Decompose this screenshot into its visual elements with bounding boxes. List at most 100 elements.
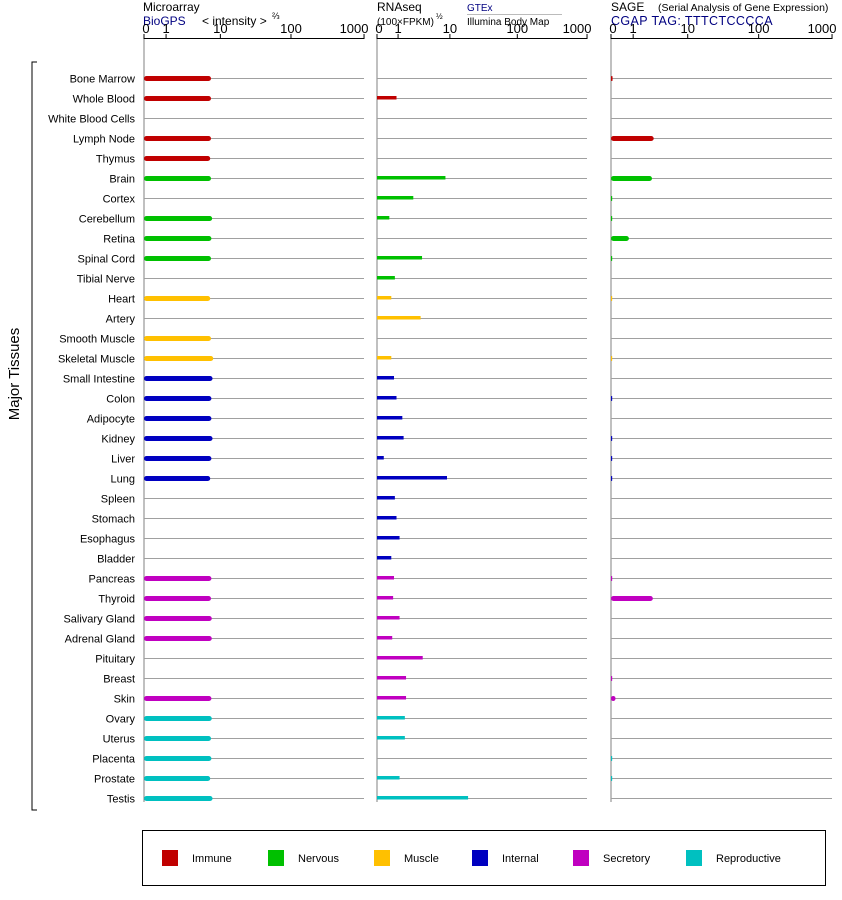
sage-tick-label-100: 100 [748, 21, 770, 36]
microarray-bar-cerebellum [144, 216, 213, 221]
rnaseq-bar-skeletal-muscle [377, 356, 392, 360]
microarray-bar-whole-blood [144, 96, 212, 101]
tissue-label-stomach: Stomach [92, 514, 135, 526]
microarray-bar-bone-marrow [144, 76, 212, 81]
rnaseq-bar-adipocyte [377, 416, 403, 420]
panels-layer: 0 1 10 100 1000 0 1 10 100 1000 0 1 10 100 1000 [142, 21, 836, 802]
rnaseq-bar-skin [377, 696, 407, 700]
microarray-bar-thymus [144, 156, 211, 161]
microarray-bar-small-intestine [144, 376, 213, 381]
microarray-bar-brain [144, 176, 212, 181]
rnaseq-bar-cerebellum [377, 216, 390, 220]
legend: Immune Nervous Muscle Internal Secretory Repr… [162, 850, 781, 866]
legend-label-muscle: Muscle [404, 853, 439, 865]
microarray-source-link[interactable]: BioGPS [143, 14, 186, 28]
tissue-label-bone-marrow: Bone Marrow [70, 74, 135, 86]
microarray-bar-heart [144, 296, 211, 301]
microarray-bar-prostate [144, 776, 211, 781]
legend-label-immune: Immune [192, 853, 232, 865]
rnaseq-bar-whole-blood [377, 96, 397, 100]
rnaseq-bar-tibial-nerve [377, 276, 395, 280]
tissue-label-salivary-gland: Salivary Gland [63, 614, 135, 626]
rnaseq-bar-salivary-gland [377, 616, 400, 620]
tissue-label-skin: Skin [114, 694, 135, 706]
sage-panel: 0 1 10 100 1000 [609, 21, 836, 802]
rnaseq-header: RNAseq (100×FPKM) ½ GTEx Illumina Body M… [377, 0, 562, 28]
rnaseq-unit-exponent: ½ [436, 12, 443, 21]
rnaseq-tick-label-100: 100 [506, 21, 528, 36]
microarray-unit-exponent: ⅔ [272, 11, 280, 21]
sage-bar-kidney [611, 436, 613, 441]
rnaseq-source-gtex-link[interactable]: GTEx [467, 3, 493, 14]
rnaseq-bar-pituitary [377, 656, 423, 660]
rnaseq-bar-artery [377, 316, 421, 320]
tissue-label-white-blood-cells: White Blood Cells [48, 114, 135, 126]
legend-item-reproductive: Reproductive [686, 850, 781, 866]
y-axis-bracket [31, 61, 37, 811]
legend-label-reproductive: Reproductive [716, 853, 781, 865]
tissue-label-skeletal-muscle: Skeletal Muscle [58, 354, 135, 366]
tissue-label-artery: Artery [106, 314, 136, 326]
tissue-label-liver: Liver [111, 454, 135, 466]
microarray-tick-label-10: 10 [213, 21, 227, 36]
sage-header: SAGE (Serial Analysis of Gene Expression… [611, 0, 828, 28]
sage-bar-thyroid [611, 596, 653, 601]
tissue-label-pancreas: Pancreas [89, 574, 136, 586]
sage-tick-label-0: 0 [609, 21, 616, 36]
tissue-label-whole-blood: Whole Blood [73, 94, 135, 106]
tissue-label-lung: Lung [111, 474, 135, 486]
microarray-tick-label-100: 100 [280, 21, 302, 36]
legend-item-immune: Immune [162, 850, 232, 866]
rnaseq-bar-prostate [377, 776, 400, 780]
rnaseq-bar-cortex [377, 196, 414, 200]
microarray-bar-skeletal-muscle [144, 356, 214, 361]
tissue-label-bladder: Bladder [97, 554, 135, 566]
sage-bar-brain [611, 176, 652, 181]
tissue-label-breast: Breast [103, 674, 135, 686]
y-axis-label: Major Tissues [6, 328, 23, 421]
legend-swatch-reproductive [686, 850, 702, 866]
rnaseq-bar-spinal-cord [377, 256, 423, 260]
sage-bar-placenta [611, 756, 613, 761]
legend-label-nervous: Nervous [298, 853, 339, 865]
tissue-label-brain: Brain [109, 174, 135, 186]
microarray-bar-spinal-cord [144, 256, 212, 261]
rnaseq-unit-label: (100×FPKM) [377, 17, 434, 28]
sage-bar-skeletal-muscle [611, 356, 613, 361]
tissue-label-spinal-cord: Spinal Cord [78, 254, 135, 266]
tissue-label-placenta: Placenta [92, 754, 136, 766]
rnaseq-bar-uterus [377, 736, 405, 740]
sage-bar-lymph-node [611, 136, 654, 141]
tissue-label-adipocyte: Adipocyte [87, 414, 135, 426]
microarray-bar-uterus [144, 736, 212, 741]
tissue-label-adrenal-gland: Adrenal Gland [65, 634, 135, 646]
tissue-label-cortex: Cortex [103, 194, 136, 206]
rnaseq-tick-label-10: 10 [443, 21, 457, 36]
microarray-tick-label-1000: 1000 [340, 21, 369, 36]
rnaseq-bar-heart [377, 296, 392, 300]
microarray-bar-ovary [144, 716, 212, 721]
rnaseq-source-illumina-link[interactable]: Illumina Body Map [467, 17, 550, 28]
tissue-label-smooth-muscle: Smooth Muscle [59, 334, 135, 346]
microarray-unit-label: < intensity > [202, 14, 267, 28]
tissue-label-retina: Retina [103, 234, 136, 246]
tissue-label-pituitary: Pituitary [95, 654, 135, 666]
tissue-label-uterus: Uterus [103, 734, 136, 746]
tissue-labels: Bone Marrow Whole Blood White Blood Cells L… [48, 74, 136, 806]
microarray-panel: 0 1 10 100 1000 [142, 21, 368, 802]
microarray-bar-smooth-muscle [144, 336, 212, 341]
sage-bar-heart [611, 296, 613, 301]
microarray-bar-lung [144, 476, 211, 481]
tissue-label-esophagus: Esophagus [80, 534, 136, 546]
sage-title: SAGE [611, 0, 644, 14]
rnaseq-bar-testis [377, 796, 469, 800]
sage-tag-link[interactable]: CGAP TAG: TTTCTCCCCA [611, 14, 773, 28]
rnaseq-bar-small-intestine [377, 376, 395, 380]
sage-bar-lung [611, 476, 613, 481]
tissue-label-small-intestine: Small Intestine [63, 374, 135, 386]
rnaseq-bar-lung [377, 476, 447, 480]
tissue-label-thymus: Thymus [96, 154, 136, 166]
sage-subtitle: (Serial Analysis of Gene Expression) [658, 2, 828, 14]
legend-item-secretory: Secretory [573, 850, 651, 866]
